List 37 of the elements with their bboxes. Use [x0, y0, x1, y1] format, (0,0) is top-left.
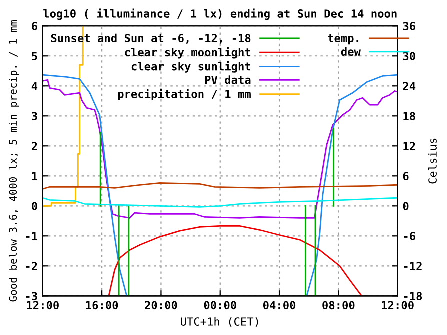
y2-tick-label: 18 [404, 112, 416, 121]
y-tick-label: -2 [26, 262, 38, 270]
y2-tick-label: 36 [403, 22, 416, 31]
legend-label: dew [341, 47, 361, 56]
legend-label: temp. [328, 34, 359, 45]
y2-axis-title: Celsius [428, 138, 437, 184]
y2-tick-label: 24 [403, 82, 416, 90]
y-tick-label: 6 [32, 22, 38, 31]
y-tick-label: 1 [32, 172, 38, 180]
x-tick-label: 20:00 [145, 301, 178, 310]
y2-tick-label: -12 [404, 262, 422, 270]
y-tick-label: -3 [26, 292, 38, 301]
y2-tick-label: 30 [403, 52, 416, 61]
y2-tick-label: 6 [403, 172, 409, 181]
x-tick-label: 12:00 [382, 301, 414, 310]
y2-tick-label: 0 [403, 202, 409, 211]
y-tick-label: 5 [32, 52, 38, 61]
legend-label: precipitation / 1 mm [118, 89, 251, 101]
x-tick-label: 16:00 [86, 301, 118, 310]
x-tick-label: 00:00 [204, 301, 236, 310]
y-tick-label: -1 [26, 232, 38, 240]
legend-label: clear sky moonlight [125, 47, 251, 59]
legend-label: clear sky sunlight [132, 62, 251, 73]
y-tick-label: 0 [32, 202, 38, 211]
y-tick-label: 4 [32, 82, 38, 90]
legend-label: PV data [205, 76, 251, 84]
y-tick-label: 2 [32, 142, 38, 150]
x-axis-title: UTC+1h (CET) [181, 317, 258, 328]
y-tick-label: 3 [32, 112, 38, 121]
y2-tick-label: -18 [404, 292, 422, 301]
x-tick-label: 04:00 [263, 301, 296, 310]
x-tick-label: 12:00 [27, 301, 59, 310]
x-tick-label: 08:00 [322, 301, 355, 310]
y-axis-title: Good below 3.6, 4000 lx; 5 min precip. / 1 mm [8, 20, 20, 302]
y2-tick-label: -6 [404, 232, 416, 241]
y2-tick-label: 12 [404, 142, 416, 150]
chart-title: log10 ( illuminance / 1 lx) ending at Sun Dec 14 noon [44, 8, 397, 20]
